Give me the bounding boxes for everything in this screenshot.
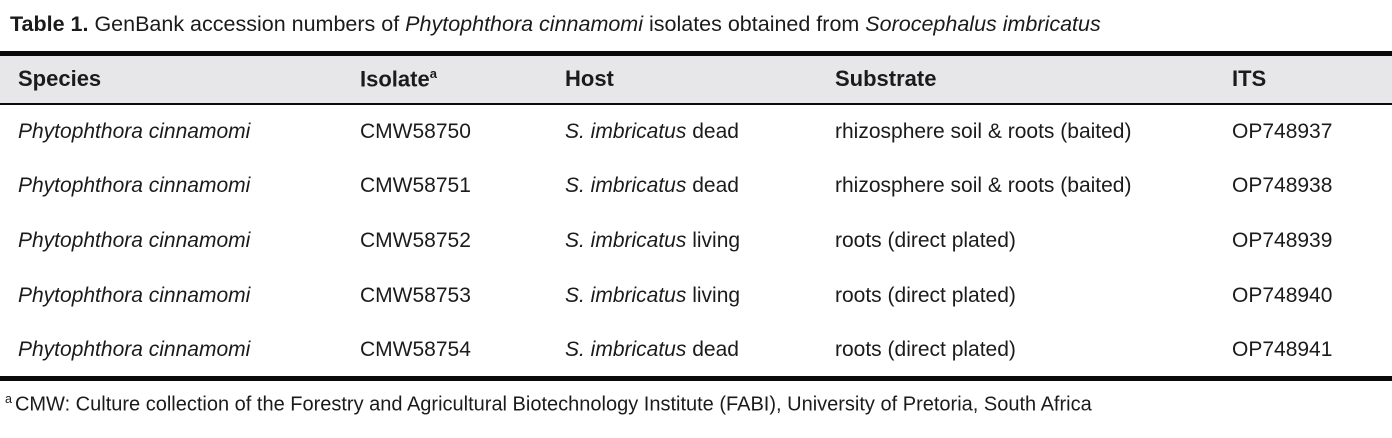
column-header-isolate-label: Isolate	[360, 66, 430, 92]
table-row: Phytophthora cinnamomi CMW58751 S. imbri…	[0, 159, 1392, 214]
table-footnote: a CMW: Culture collection of the Forestry…	[0, 381, 1392, 417]
cell-isolate: CMW58750	[360, 119, 471, 143]
column-header-isolate: Isolatea	[342, 54, 547, 104]
cell-host-species: S. imbricatus	[565, 337, 687, 361]
cell-isolate: CMW58752	[360, 229, 471, 252]
cell-its: OP748937	[1232, 119, 1333, 143]
table-caption: Table 1. GenBank accession numbers of Ph…	[0, 0, 1392, 51]
cell-substrate: rhizosphere soil & roots (baited)	[835, 119, 1132, 143]
column-header-substrate-label: Substrate	[835, 66, 937, 92]
cell-species: Phytophthora cinnamomi	[18, 284, 251, 307]
cell-its: OP748938	[1232, 174, 1333, 197]
cell-its: OP748939	[1232, 229, 1333, 252]
cell-species: Phytophthora cinnamomi	[18, 174, 251, 197]
column-header-host-label: Host	[565, 66, 614, 92]
cell-host-state: living	[686, 284, 741, 307]
table-header-row: Species Isolatea Host Substrate ITS	[0, 53, 1392, 104]
cell-host-species: S. imbricatus	[565, 174, 687, 197]
cell-host-species: S. imbricatus	[565, 119, 687, 143]
cell-host-state: dead	[686, 119, 739, 143]
cell-host: S. imbricatus dead	[547, 159, 817, 214]
table-caption-text-1: GenBank accession numbers of	[88, 12, 406, 36]
column-header-its-label: ITS	[1232, 66, 1267, 92]
footnote-marker: a	[5, 392, 12, 406]
cell-host: S. imbricatus living	[547, 214, 817, 269]
column-header-substrate: Substrate	[817, 54, 1214, 104]
column-header-host: Host	[547, 54, 817, 104]
column-header-species-label: Species	[18, 66, 102, 92]
cell-its: OP748941	[1232, 337, 1333, 361]
cell-substrate: roots (direct plated)	[835, 284, 1016, 307]
cell-host-state: dead	[686, 174, 739, 197]
table-caption-species-1: Phytophthora cinnamomi	[405, 12, 643, 36]
table-row: Phytophthora cinnamomi CMW58752 S. imbri…	[0, 214, 1392, 269]
table-caption-text-2: isolates obtained from	[643, 12, 866, 36]
cell-species: Phytophthora cinnamomi	[18, 337, 251, 361]
footnote-text: CMW: Culture collection of the Forestry …	[14, 393, 1092, 416]
cell-host-state: dead	[686, 337, 739, 361]
table-row: Phytophthora cinnamomi CMW58753 S. imbri…	[0, 269, 1392, 324]
cell-substrate: roots (direct plated)	[835, 337, 1016, 361]
cell-species: Phytophthora cinnamomi	[18, 119, 251, 143]
cell-host-species: S. imbricatus	[565, 284, 687, 307]
cell-host: S. imbricatus dead	[547, 324, 817, 379]
genbank-accession-table: Species Isolatea Host Substrate ITS Phyt…	[0, 51, 1392, 381]
cell-host-state: living	[686, 229, 741, 252]
cell-host-species: S. imbricatus	[565, 229, 687, 252]
cell-species: Phytophthora cinnamomi	[18, 229, 251, 252]
table-caption-label: Table 1.	[10, 12, 89, 36]
cell-its: OP748940	[1232, 284, 1333, 307]
cell-host: S. imbricatus dead	[547, 104, 817, 159]
column-header-its: ITS	[1214, 54, 1392, 104]
cell-isolate: CMW58754	[360, 337, 471, 361]
table-caption-species-2: Sorocephalus imbricatus	[865, 12, 1101, 36]
cell-isolate: CMW58751	[360, 174, 471, 197]
cell-isolate: CMW58753	[360, 284, 471, 307]
table-row: Phytophthora cinnamomi CMW58750 S. imbri…	[0, 104, 1392, 159]
isolate-footnote-marker: a	[429, 66, 437, 82]
cell-host: S. imbricatus living	[547, 269, 817, 324]
column-header-species: Species	[0, 54, 342, 104]
cell-substrate: rhizosphere soil & roots (baited)	[835, 174, 1132, 197]
cell-substrate: roots (direct plated)	[835, 229, 1016, 252]
table-row: Phytophthora cinnamomi CMW58754 S. imbri…	[0, 324, 1392, 379]
